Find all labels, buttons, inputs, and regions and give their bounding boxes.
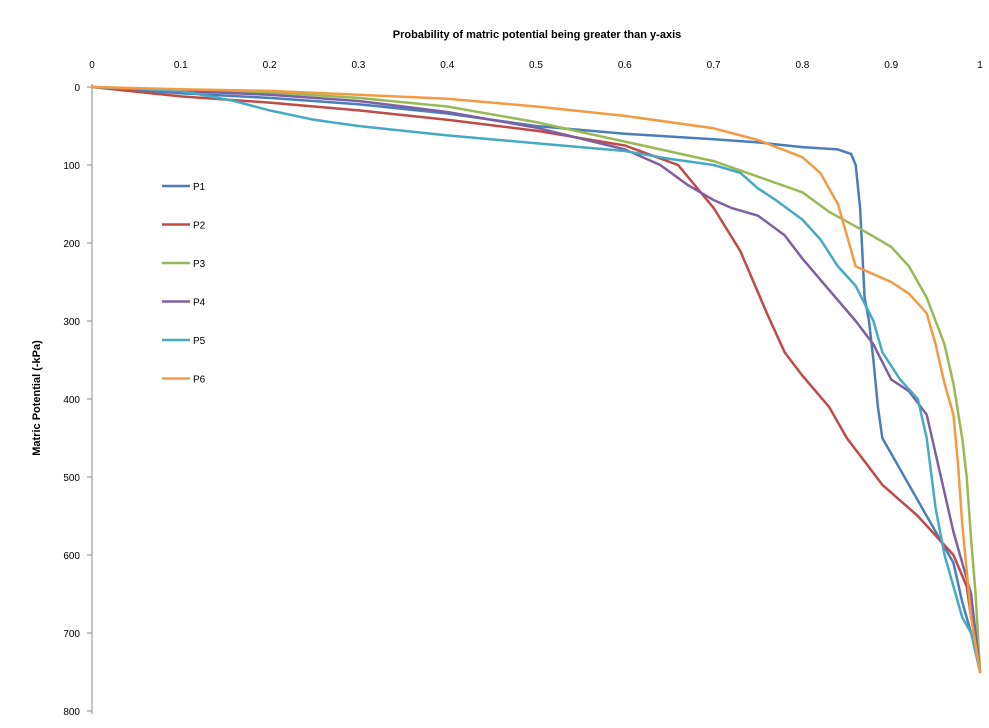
y-tick-label: 600 bbox=[63, 551, 80, 562]
y-tick-label: 700 bbox=[63, 629, 80, 640]
legend-label-p1: P1 bbox=[193, 182, 206, 193]
y-axis-title: Matric Potential (-kPa) bbox=[31, 340, 43, 456]
series-lines bbox=[90, 85, 982, 674]
series-line-p4 bbox=[90, 85, 982, 674]
legend-label-p6: P6 bbox=[193, 375, 206, 386]
legend-label-p2: P2 bbox=[193, 221, 206, 232]
x-tick-label: 0.2 bbox=[263, 60, 277, 71]
x-tick-label: 0.3 bbox=[351, 60, 365, 71]
x-tick-label: 0.8 bbox=[795, 60, 809, 71]
y-tick-label: 0 bbox=[74, 83, 80, 94]
y-tick-label: 200 bbox=[63, 239, 80, 250]
x-tick-label: 0.7 bbox=[707, 60, 721, 71]
y-tick-label: 300 bbox=[63, 317, 80, 328]
legend-label-p4: P4 bbox=[193, 298, 206, 309]
series-line-p1 bbox=[90, 85, 982, 674]
x-tick-label: 0.4 bbox=[440, 60, 454, 71]
y-tick-label: 500 bbox=[63, 473, 80, 484]
x-tick-label: 0 bbox=[89, 60, 95, 71]
x-tick-label: 0.9 bbox=[884, 60, 898, 71]
y-tick-label: 100 bbox=[63, 161, 80, 172]
x-tick-label: 0.1 bbox=[174, 60, 188, 71]
y-axis-ticks: 0 100 200 300 400 500 600 700 800 bbox=[63, 83, 92, 718]
series-line-p3 bbox=[90, 85, 982, 674]
series-line-p6 bbox=[90, 85, 982, 674]
series-line-p5 bbox=[90, 85, 982, 674]
y-tick-label: 400 bbox=[63, 395, 80, 406]
x-tick-label: 0.5 bbox=[529, 60, 543, 71]
legend: P1 P2 P3 P4 P5 P6 bbox=[162, 182, 206, 386]
x-tick-label: 0.6 bbox=[618, 60, 632, 71]
y-tick-label: 800 bbox=[63, 707, 80, 718]
x-tick-label: 1 bbox=[977, 60, 983, 71]
legend-label-p5: P5 bbox=[193, 336, 206, 347]
legend-label-p3: P3 bbox=[193, 259, 206, 270]
series-line-p2 bbox=[90, 85, 982, 674]
x-axis-ticks: 0 0.1 0.2 0.3 0.4 0.5 0.6 0.7 0.8 0.9 1 bbox=[89, 60, 983, 71]
x-axis-title: Probability of matric potential being gr… bbox=[393, 29, 682, 41]
